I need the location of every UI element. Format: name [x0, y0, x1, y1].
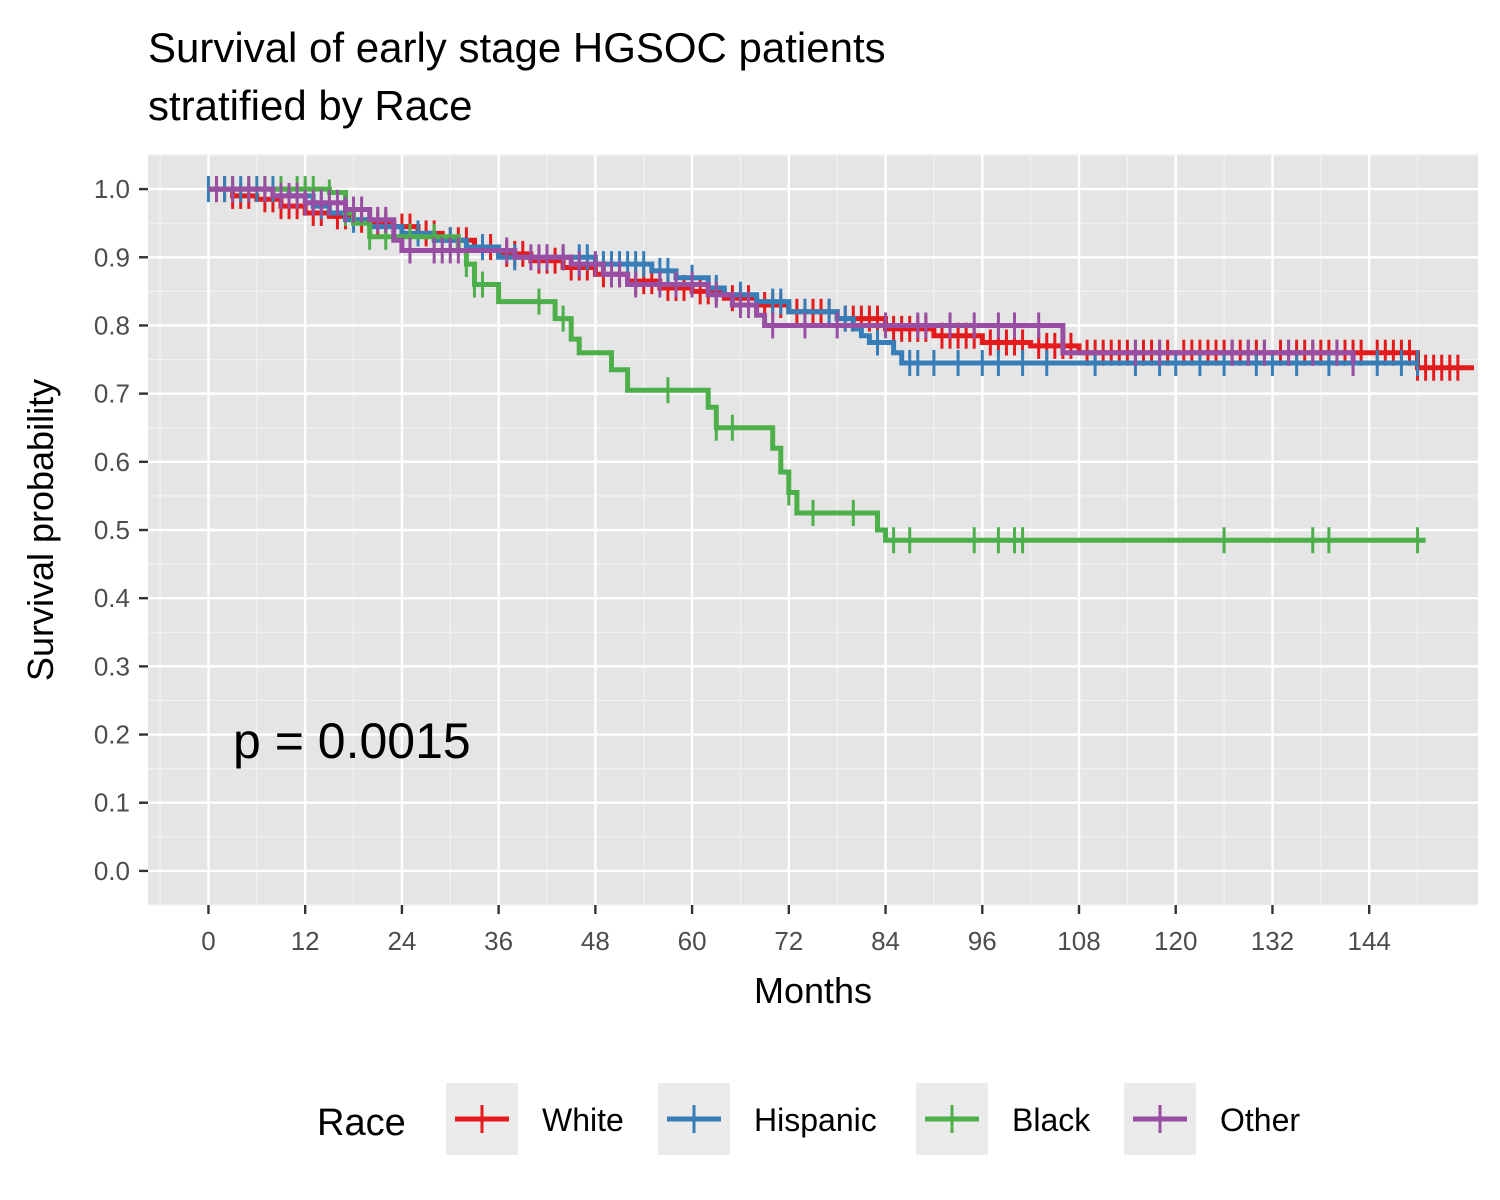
x-tick-label: 96 [968, 926, 997, 956]
legend-label-other: Other [1220, 1102, 1300, 1138]
x-axis-title: Months [754, 970, 872, 1011]
x-tick-label: 72 [774, 926, 803, 956]
legend-title: Race [317, 1102, 406, 1144]
x-tick-label: 132 [1251, 926, 1294, 956]
chart-subtitle: stratified by Race [148, 82, 472, 129]
x-tick-label: 60 [678, 926, 707, 956]
x-tick-label: 108 [1057, 926, 1100, 956]
x-tick-label: 12 [291, 926, 320, 956]
legend-label-black: Black [1012, 1102, 1091, 1138]
censor-marks-other [215, 176, 1355, 376]
y-tick-label: 0.5 [94, 515, 130, 545]
x-tick-label: 84 [871, 926, 900, 956]
y-tick-label: 0.9 [94, 242, 130, 272]
y-tick-label: 0.0 [94, 856, 130, 886]
y-tick-label: 0.6 [94, 447, 130, 477]
legend-label-white: White [542, 1102, 624, 1138]
chart-title: Survival of early stage HGSOC patients [148, 24, 886, 71]
series-layer [206, 176, 1474, 554]
y-tick-label: 0.1 [94, 788, 130, 818]
y-tick-label: 0.7 [94, 379, 130, 409]
y-tick-label: 0.4 [94, 583, 130, 613]
y-tick-label: 0.3 [94, 651, 130, 681]
legend: Race White Hispanic Black Other [317, 1083, 1300, 1155]
x-tick-label: 120 [1154, 926, 1197, 956]
x-tick-label: 48 [581, 926, 610, 956]
x-tick-label: 36 [484, 926, 513, 956]
p-value-annotation: p = 0.0015 [233, 713, 471, 769]
y-axis-title: Survival probability [20, 379, 61, 681]
x-tick-label: 24 [387, 926, 416, 956]
x-tick-label: 0 [201, 926, 215, 956]
y-tick-label: 0.2 [94, 720, 130, 750]
y-tick-label: 1.0 [94, 174, 130, 204]
x-tick-label: 144 [1347, 926, 1390, 956]
legend-label-hispanic: Hispanic [754, 1102, 877, 1138]
axes: 0 12 24 36 48 60 72 84 96 108 120 132 144 0.0 0.1 0.2 0.… [94, 174, 1391, 956]
y-tick-label: 0.8 [94, 310, 130, 340]
